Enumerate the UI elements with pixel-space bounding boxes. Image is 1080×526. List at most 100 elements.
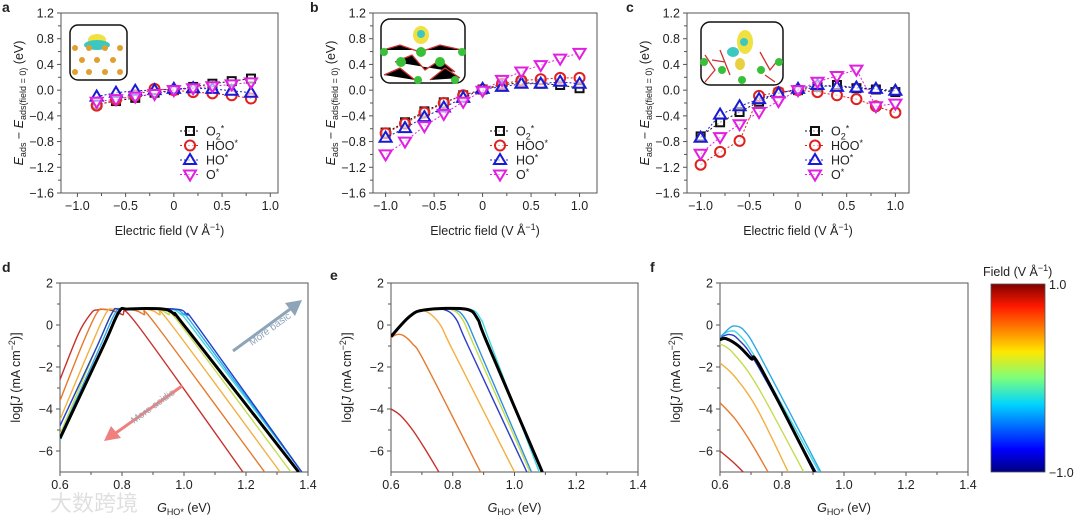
y-tick-label: 2 [46,277,53,291]
y-axis-label: log[J (mA cm−2)] [667,332,683,422]
y-axis-label: log[J (mA cm−2)] [338,332,354,422]
legend-label: O* [516,167,530,182]
data-point [751,107,767,120]
y-tick-label: −1.2 [29,161,54,175]
y-tick-label: −1.2 [655,161,680,175]
legend: O2*HOO*HO*O* [805,124,863,183]
y-tick-label: 0.0 [37,84,54,98]
legend-item: HOO* [805,138,863,153]
data-point [887,98,904,112]
data-point [416,121,433,135]
data-point [770,96,787,110]
legend-item: O* [180,167,220,183]
y-axis-label: Eads − Eads(field = 0) (eV) [12,41,28,166]
inset-structure-c [700,21,784,86]
data-point [731,98,748,112]
curve-field-neg0p2 [391,307,540,472]
x-tick-label: 0.6 [382,478,399,492]
y-tick-label: 0 [706,319,713,333]
series-ho [377,73,588,143]
data-point [571,75,588,89]
y-tick-label: −0.8 [341,135,366,149]
curve-field-0 [391,306,544,472]
curve-field-0 [60,306,300,472]
data-point [513,66,530,80]
panel-e: 0.6 0.8 1.0 1.2 1.4 −6 −4 −2 0 2 GHO* (eV) log[J (m… [338,277,647,518]
x-tick-label: −0.5 [422,199,447,213]
curve-field-0p6 [391,333,482,472]
x-axis-label: Electric field (V Å−1) [743,222,853,238]
legend-marker [807,169,823,183]
legend-label: HO* [516,153,539,168]
x-tick-label: 1.2 [897,478,914,492]
data-point [887,82,904,96]
x-tick-label: 0.8 [773,478,790,492]
y-tick-label: −1.6 [29,187,54,201]
data-point [146,89,163,102]
y-tick-label: −4 [39,403,53,417]
series-o [88,77,259,110]
y-tick-label: 0 [46,319,53,333]
y-tick-label: 2 [706,277,713,291]
panel-letter-b: b [310,0,319,15]
x-tick-label: 1.0 [571,199,588,213]
x-tick-label: 0 [170,199,177,213]
data-point [809,76,826,90]
more-basic-label: More basic [247,311,293,349]
x-tick-label: 1.0 [835,478,852,492]
colorbar [990,283,1046,473]
panel-letter-a: a [2,0,10,15]
y-tick-label: 1.2 [37,7,54,21]
legend-label: O2* [831,124,850,142]
series-line [385,81,580,134]
legend-label: HO* [831,153,854,168]
x-tick-label: −0.5 [113,199,138,213]
y-tick-label: 0.8 [663,32,680,46]
curve-field-0p4 [720,362,789,472]
series-o [692,64,904,162]
x-axis-label: GHO* (eV) [157,501,211,517]
y-tick-label: −6 [39,445,53,459]
data-point [571,47,588,61]
data-point [733,134,746,147]
y-tick-label: −2 [699,361,713,375]
panel-letter-c: c [626,0,634,15]
data-point [868,101,884,115]
y-tick-label: −4 [699,403,713,417]
data-point [829,78,845,92]
x-axis-label: GHO* (eV) [817,501,871,517]
data-point [185,83,201,97]
data-point [377,129,394,143]
legend-item: O2* [805,124,850,142]
panel-a: −1.0 −0.5 0 0.5 1.0 −1.6 −1.2 −0.8 −0.4 0.0 0.4 0.8… [12,7,279,239]
data-point [455,96,471,110]
legend-marker [495,126,505,136]
series-group [88,73,259,112]
panel-d: 0.6 0.8 1.0 1.2 1.4 −6 −4 −2 0 2 GHO* (eV) log[J (m… [7,277,317,518]
panel-b: −1.0 −0.5 0 0.5 1.0 −1.6 −1.2 −0.8 −0.4 0.0 0.4 0.8… [324,7,598,238]
y-tick-label: −2 [39,361,53,375]
x-axis-label: GHO* (eV) [488,501,542,517]
curve-field-0p2 [720,343,805,472]
x-axis-label: Electric field (V Å−1) [430,222,540,238]
curve-field-0p8 [391,408,440,472]
panel-letter-e: e [330,267,338,283]
curve-group [60,306,303,472]
data-point [436,108,452,122]
x-tick-label: 0.8 [113,478,130,492]
colorbar-title: Field (V Å−1) [983,263,1052,279]
more-acidic-arrow: More acidic [104,384,183,441]
legend-item: O2* [490,124,535,142]
legend-marker [185,126,195,136]
series-group [692,64,904,171]
curve-field-neg0p2 [720,330,820,472]
y-tick-label: 1.2 [349,7,366,21]
inset-structure-a [69,24,128,81]
legend-label: HOO* [831,138,863,153]
data-point [474,85,491,99]
series-line [96,81,252,103]
y-tick-label: −6 [699,445,713,459]
legend: O2*HOO*HO*O* [490,124,548,183]
legend-item: O2* [180,124,225,142]
y-tick-label: 2 [377,277,384,291]
